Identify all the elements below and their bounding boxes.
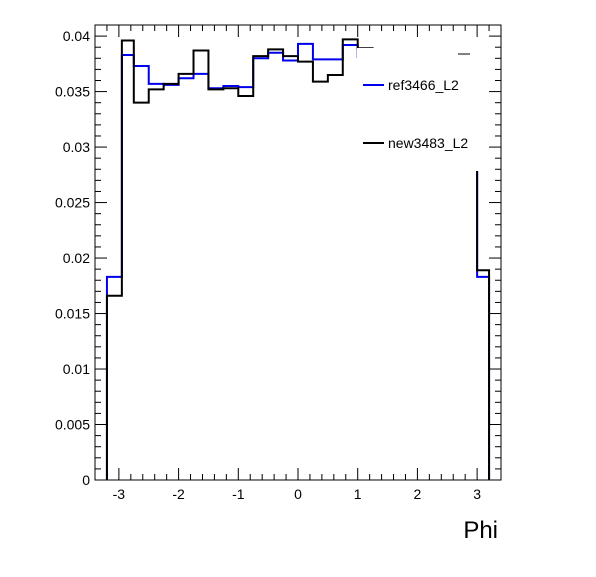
y-tick-label: 0.04 [63, 28, 90, 44]
x-tick-label: -3 [113, 486, 126, 502]
x-tick-label: 1 [354, 486, 362, 502]
y-tick-label: 0.02 [63, 250, 90, 266]
x-tick-label: -1 [232, 486, 245, 502]
y-tick-label: 0.03 [63, 139, 90, 155]
legend-label-ref3466_L2: ref3466_L2 [388, 77, 459, 93]
y-tick-label: 0.01 [63, 361, 90, 377]
x-tick-label: 0 [294, 486, 302, 502]
x-tick-label: -2 [172, 486, 185, 502]
x-tick-label: 3 [473, 486, 481, 502]
x-axis-label: Phi [463, 517, 498, 544]
y-tick-label: 0.015 [55, 306, 90, 322]
legend-box [357, 48, 483, 171]
y-tick-label: 0.025 [55, 195, 90, 211]
y-tick-label: 0.035 [55, 84, 90, 100]
y-tick-label: 0.005 [55, 417, 90, 433]
legend-label-new3483_L2: new3483_L2 [388, 135, 468, 151]
y-tick-label: 0 [82, 472, 90, 488]
x-tick-label: 2 [414, 486, 422, 502]
